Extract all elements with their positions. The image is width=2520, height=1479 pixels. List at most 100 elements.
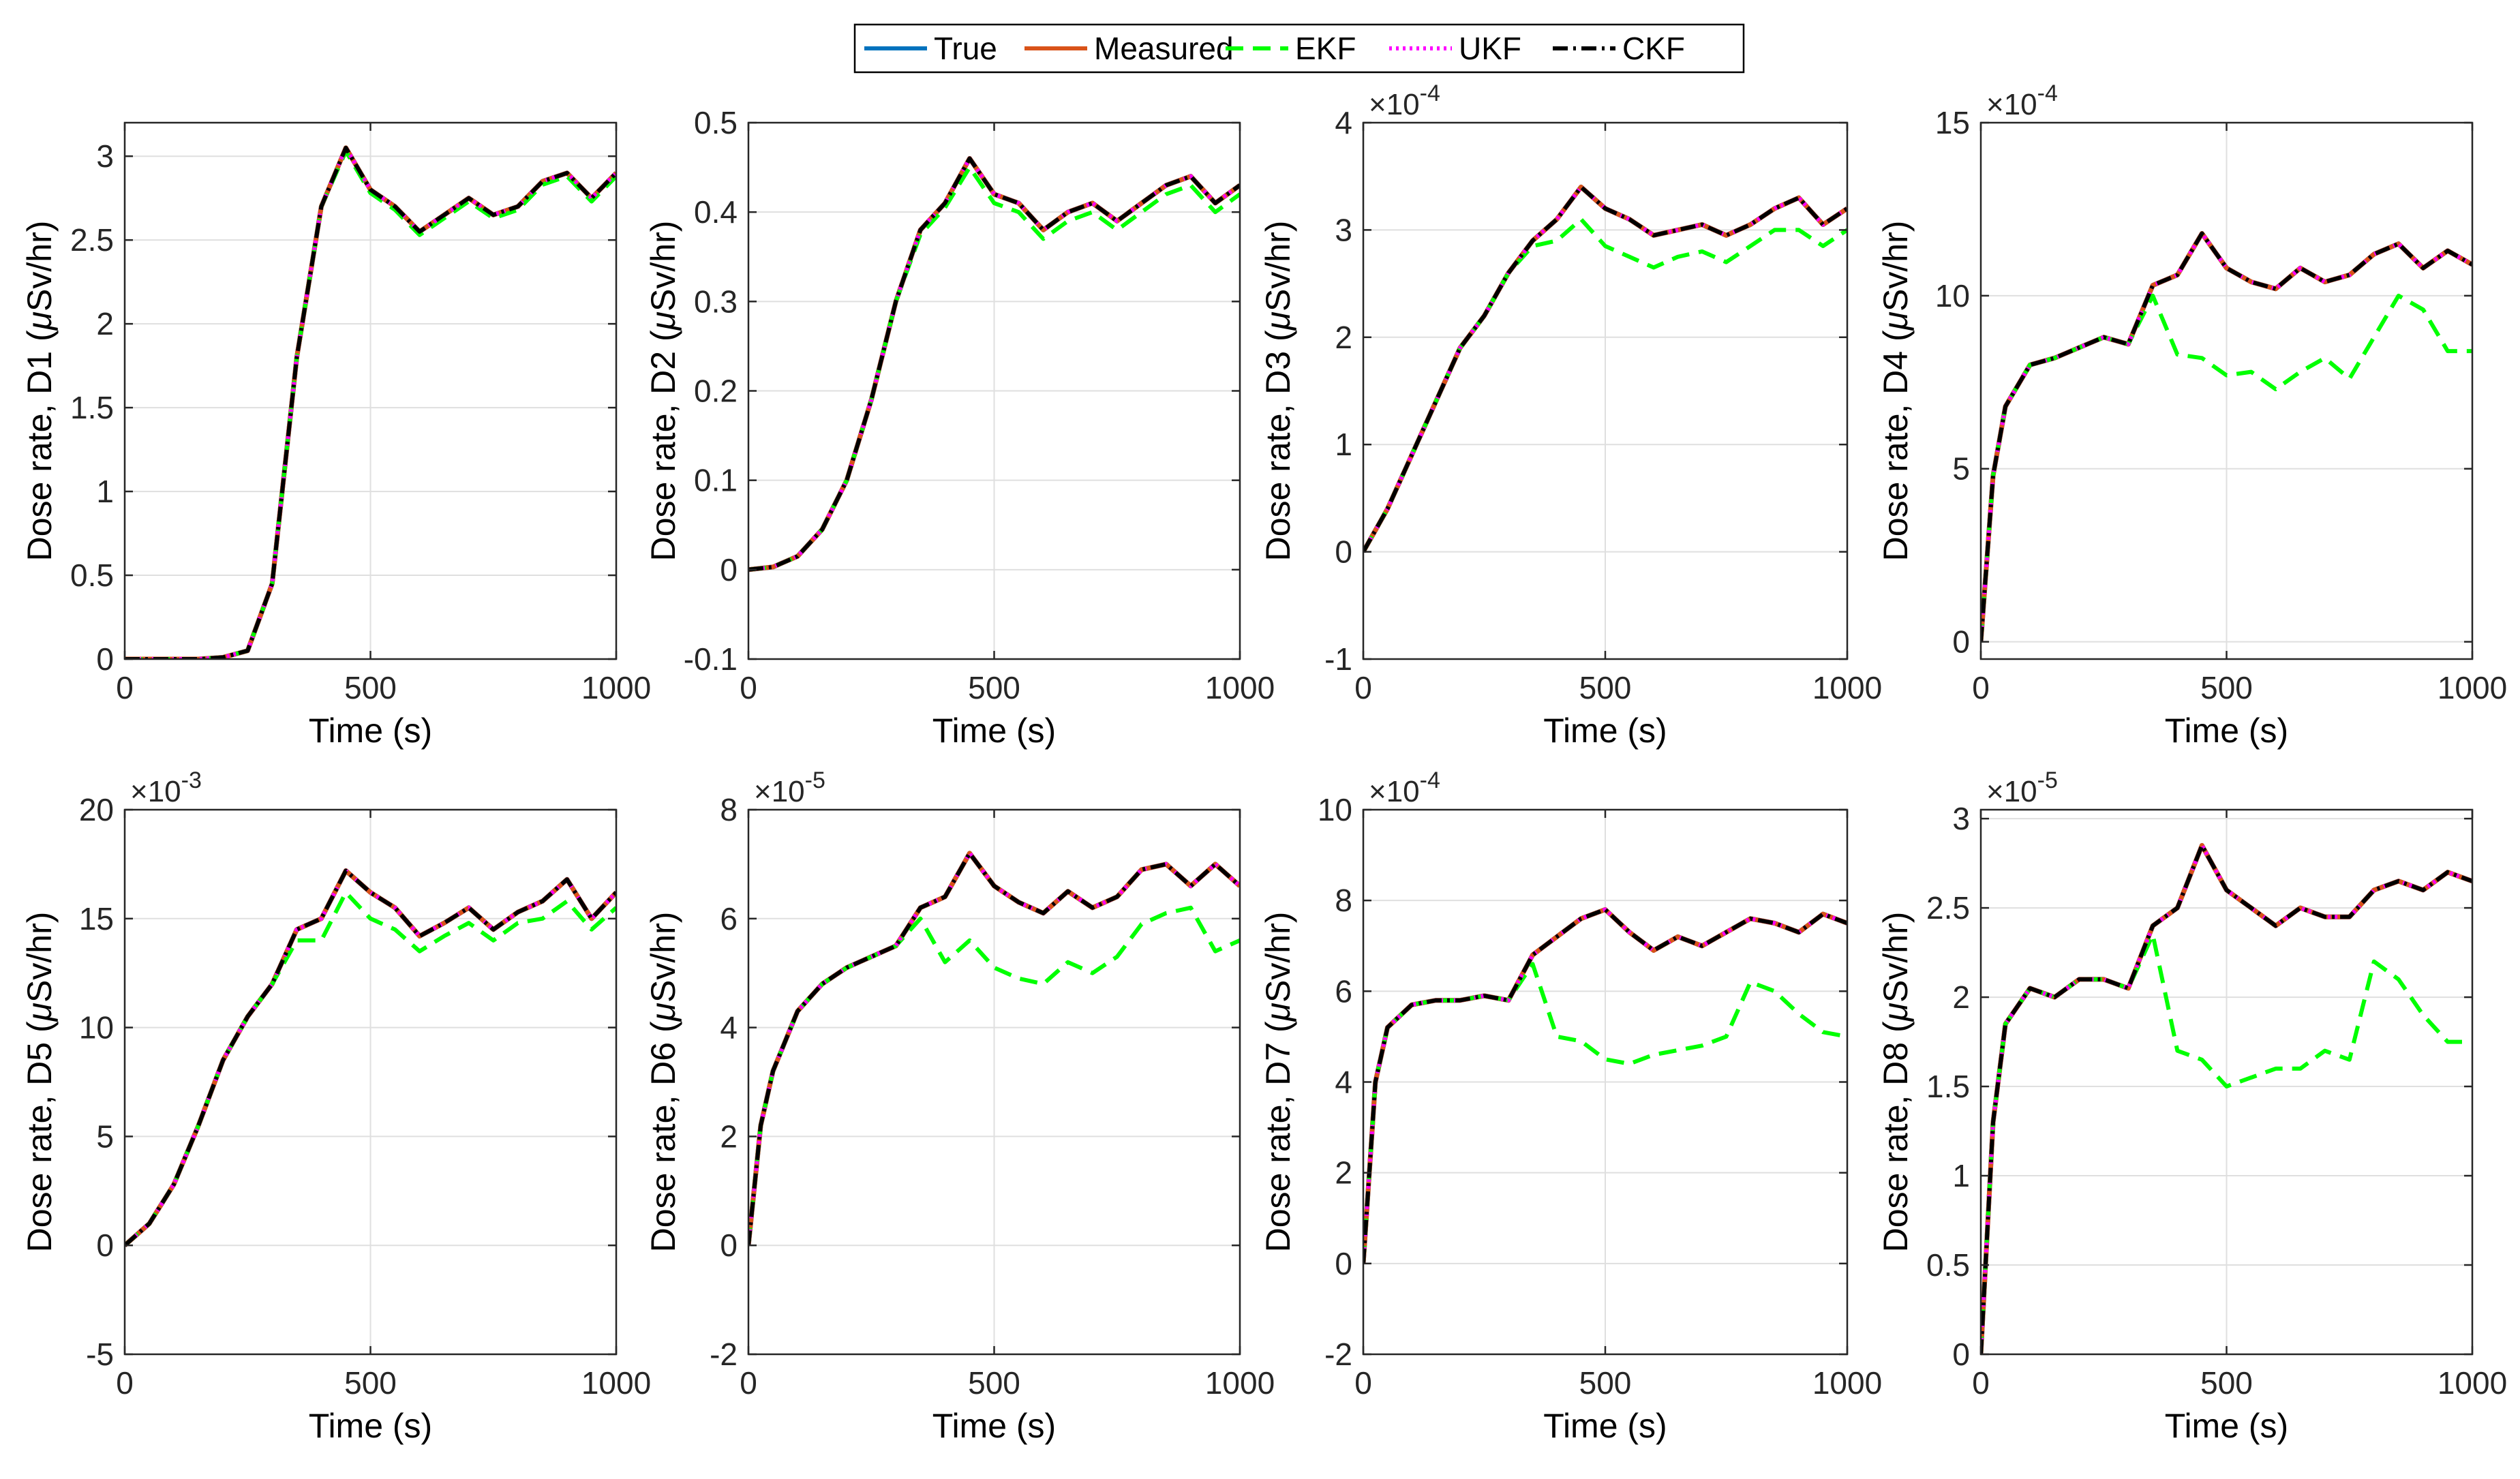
panel-d7-exponent-label: ×10-4	[1369, 767, 1440, 808]
panel-d8-exponent-power: -5	[2037, 767, 2058, 793]
panel-d3-ylabel-suffix: Sv/hr)	[1259, 221, 1297, 311]
legend-label-ukf: UKF	[1459, 31, 1521, 66]
panel-d7-ytick-label-2: 2	[1335, 1155, 1352, 1191]
panel-d4-series-group	[1981, 231, 2472, 642]
panel-d3-ytick-label-0: -1	[1324, 641, 1352, 677]
panel-d8-ytick-label-6: 3	[1952, 801, 1970, 836]
panel-d3-exponent-base: ×10	[1369, 88, 1420, 121]
panel-d2-ytick-label-2: 0.1	[694, 463, 738, 498]
panel-d3-ylabel: Dose rate, D3 (μSv/hr)	[1259, 221, 1297, 562]
panel-d7-ylabel-mu: μ	[1259, 1003, 1297, 1022]
panel-d1-ylabel-suffix: Sv/hr)	[20, 221, 59, 311]
panel-d5-ylabel: Dose rate, D5 (μSv/hr)	[20, 912, 59, 1253]
panel-d6-ylabel-mu: μ	[644, 1003, 682, 1022]
panel-d1-xtick-label-0: 0	[116, 670, 134, 705]
panel-d7-exponent-base: ×10	[1369, 775, 1420, 808]
panel-d7-line-ckf	[1363, 907, 1847, 1264]
panel-d7-ylabel-suffix: Sv/hr)	[1259, 912, 1297, 1003]
panel-d1-ytick-label-5: 2.5	[70, 222, 114, 258]
legend-label-ekf: EKF	[1295, 31, 1356, 66]
panel-d2-ytick-label-1: 0	[720, 552, 738, 588]
panel-d3-exponent-label: ×10-4	[1369, 80, 1440, 121]
panel-d3-xlabel: Time (s)	[1543, 712, 1667, 750]
panel-d4-ytick-label-1: 5	[1952, 451, 1970, 487]
panel-d6-ylabel: Dose rate, D6 (μSv/hr)	[644, 912, 682, 1253]
panel-d8-line-ckf	[1981, 843, 2472, 1354]
panel-d1-line-ckf	[125, 145, 616, 659]
panel-d6-ytick-label-3: 4	[720, 1010, 738, 1046]
legend-item-ukf: UKF	[1389, 31, 1521, 66]
panel-d4-ytick-label-0: 0	[1952, 624, 1970, 660]
panel-d8-exponent-base: ×10	[1986, 775, 2037, 808]
panel-d8-ytick-label-1: 0.5	[1926, 1247, 1970, 1283]
panel-d5-series-group	[125, 868, 616, 1247]
panel-d1-xtick-label-2: 1000	[581, 670, 651, 705]
panel-d6-ytick-label-4: 6	[720, 901, 738, 936]
panel-d1-xtick-label-1: 500	[344, 670, 397, 705]
panel-d4-line-ckf	[1981, 231, 2472, 642]
panel-d6-ytick-label-5: 8	[720, 792, 738, 827]
panel-d8-xtick-label-1: 500	[2200, 1365, 2253, 1401]
panel-d3-ytick-label-1: 0	[1335, 534, 1352, 570]
panel-d5-ylabel-prefix: Dose rate, D5 (	[20, 1021, 59, 1252]
panel-d8-ytick-label-4: 2	[1952, 979, 1970, 1015]
panel-d5-exponent-power: -3	[181, 767, 202, 793]
panel-d5-exponent-label: ×10-3	[130, 767, 202, 808]
panel-d8-xtick-label-0: 0	[1972, 1365, 1990, 1401]
panel-d2-line-measured	[748, 156, 1240, 573]
panel-d6-ylabel-prefix: Dose rate, D6 (	[644, 1021, 682, 1252]
panel-d3-ytick-label-2: 1	[1335, 427, 1352, 462]
panel-d3-ylabel-mu: μ	[1259, 311, 1297, 331]
panel-d2-ytick-label-4: 0.3	[694, 284, 738, 319]
panel-d8-ytick-label-5: 2.5	[1926, 890, 1970, 926]
panel-d5-xtick-label-1: 500	[344, 1365, 397, 1401]
panel-d2-ylabel-mu: μ	[644, 311, 682, 331]
panel-d5-line-ckf	[125, 868, 616, 1247]
panel-d8-xlabel: Time (s)	[2165, 1407, 2288, 1445]
panel-d1-ylabel-prefix: Dose rate, D1 (	[20, 330, 59, 561]
panel-d1-xlabel: Time (s)	[309, 712, 432, 750]
panel-d5-exponent-base: ×10	[130, 775, 181, 808]
panel-d4-ylabel: Dose rate, D4 (μSv/hr)	[1877, 221, 1915, 562]
panel-d5-xtick-label-2: 1000	[581, 1365, 651, 1401]
panel-d2-xtick-label-2: 1000	[1205, 670, 1275, 705]
panel-d1: 0 500 1000 0 0.5 1 1.5 2 2.5 3 Time (s) Dose rate, …	[20, 121, 651, 750]
panel-d4-exponent-base: ×10	[1986, 88, 2037, 121]
legend-item-measured: Measured	[1024, 31, 1234, 66]
legend-label-ckf: CKF	[1622, 31, 1685, 66]
panel-d7-ytick-label-5: 8	[1335, 883, 1352, 918]
panel-d5-ytick-label-3: 10	[79, 1010, 114, 1046]
panel-d6-ytick-label-0: -2	[710, 1337, 738, 1372]
panel-d7-ytick-label-4: 6	[1335, 973, 1352, 1009]
panel-d4-ylabel-prefix: Dose rate, D4 (	[1877, 330, 1915, 561]
panel-d1-ytick-label-6: 3	[96, 138, 114, 174]
panel-d5-ytick-label-0: -5	[86, 1337, 114, 1372]
panel-d3-series-group	[1363, 184, 1847, 553]
panel-d2-xtick-label-0: 0	[740, 670, 757, 705]
legend: True Measured EKF UKF CKF	[853, 23, 1745, 74]
panel-d5-xlabel: Time (s)	[309, 1407, 432, 1445]
panel-d5-ytick-label-1: 0	[96, 1228, 114, 1263]
panel-d6-exponent-label: ×10-5	[754, 767, 825, 808]
panel-d8-ylabel-prefix: Dose rate, D8 (	[1877, 1021, 1915, 1252]
panel-d2-xtick-label-1: 500	[968, 670, 1020, 705]
panel-d6-xtick-label-2: 1000	[1205, 1365, 1275, 1401]
panel-d3-xtick-label-1: 500	[1579, 670, 1632, 705]
panel-d7-exponent-power: -4	[1420, 767, 1440, 793]
panel-d3-ylabel-prefix: Dose rate, D3 (	[1259, 330, 1297, 561]
panel-d4-ylabel-mu: μ	[1877, 311, 1915, 331]
panel-d2-series-group	[748, 156, 1240, 573]
panel-d7-ytick-label-1: 0	[1335, 1246, 1352, 1281]
panel-d8-ylabel: Dose rate, D8 (μSv/hr)	[1877, 912, 1915, 1253]
panel-d6-xlabel: Time (s)	[932, 1407, 1056, 1445]
panel-d4-ytick-label-3: 15	[1935, 105, 1970, 140]
panel-d2-xlabel: Time (s)	[932, 712, 1056, 750]
panel-d3-ytick-label-5: 4	[1335, 105, 1352, 140]
panel-d6-line-ckf	[748, 851, 1240, 1246]
